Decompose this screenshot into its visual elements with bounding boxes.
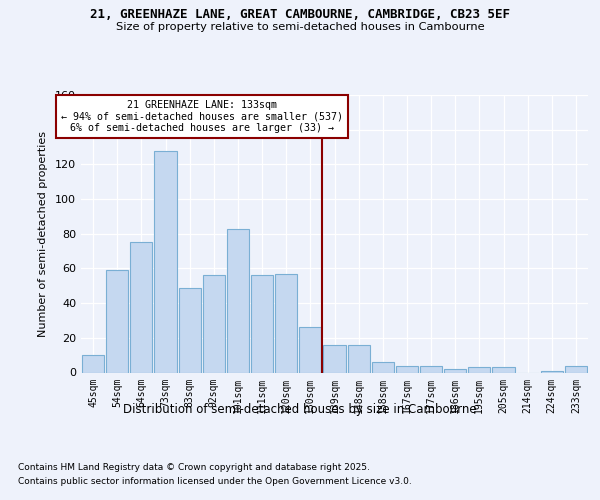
Bar (251, 276, 273, 372)
Bar (541, 371, 563, 372)
Bar (82, 355, 104, 372)
Bar (468, 368, 490, 372)
Bar (565, 366, 587, 372)
Bar (493, 368, 515, 372)
Text: Contains HM Land Registry data © Crown copyright and database right 2025.: Contains HM Land Registry data © Crown c… (18, 462, 370, 471)
Bar (371, 362, 394, 372)
Text: Contains public sector information licensed under the Open Government Licence v3: Contains public sector information licen… (18, 478, 412, 486)
Bar (106, 270, 128, 372)
Y-axis label: Number of semi-detached properties: Number of semi-detached properties (38, 130, 48, 337)
Bar (130, 242, 152, 372)
Text: Distribution of semi-detached houses by size in Cambourne: Distribution of semi-detached houses by … (123, 402, 477, 415)
Text: 21 GREENHAZE LANE: 133sqm
← 94% of semi-detached houses are smaller (537)
6% of : 21 GREENHAZE LANE: 133sqm ← 94% of semi-… (61, 100, 343, 134)
Bar (420, 366, 442, 372)
Text: 21, GREENHAZE LANE, GREAT CAMBOURNE, CAMBRIDGE, CB23 5EF: 21, GREENHAZE LANE, GREAT CAMBOURNE, CAM… (90, 8, 510, 20)
Bar (154, 150, 176, 372)
Text: Size of property relative to semi-detached houses in Cambourne: Size of property relative to semi-detach… (116, 22, 484, 32)
Bar (299, 328, 322, 372)
Bar (179, 288, 201, 372)
Bar (275, 274, 298, 372)
Bar (203, 276, 225, 372)
Bar (444, 369, 466, 372)
Bar (323, 345, 346, 372)
Bar (396, 366, 418, 372)
Bar (347, 345, 370, 372)
Bar (227, 228, 249, 372)
